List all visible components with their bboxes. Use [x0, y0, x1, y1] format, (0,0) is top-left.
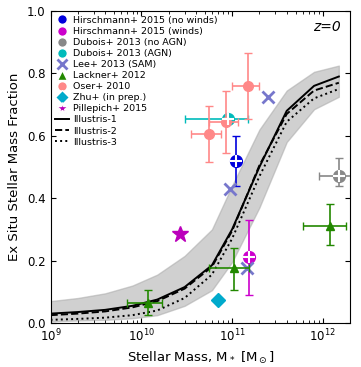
Text: z=0: z=0	[313, 20, 341, 34]
Illustris-1	[257, 165, 262, 169]
Illustris-3	[312, 96, 316, 101]
Illustris-1	[230, 227, 234, 232]
Line: Illustris-2: Illustris-2	[51, 83, 339, 315]
Y-axis label: Ex Situ Stellar Mass Fraction: Ex Situ Stellar Mass Fraction	[9, 73, 22, 261]
Illustris-1	[155, 297, 160, 302]
Illustris-2	[76, 311, 80, 316]
Illustris-2	[210, 265, 214, 269]
Illustris-3	[130, 313, 135, 317]
Illustris-3	[337, 87, 341, 91]
Illustris-2	[257, 163, 262, 168]
Illustris-1	[284, 109, 289, 113]
Illustris-2	[155, 299, 160, 303]
Illustris-3	[284, 120, 289, 124]
Illustris-3	[76, 317, 80, 321]
Illustris-2	[103, 309, 107, 314]
Illustris-1	[210, 263, 214, 268]
Line: Illustris-3: Illustris-3	[51, 89, 339, 320]
Illustris-1	[337, 74, 341, 79]
Illustris-3	[182, 296, 187, 300]
Illustris-3	[230, 236, 234, 241]
Illustris-3	[257, 174, 262, 179]
Illustris-1	[48, 311, 53, 316]
Illustris-2	[230, 229, 234, 233]
Illustris-1	[103, 308, 107, 312]
Illustris-1	[76, 310, 80, 314]
Illustris-3	[155, 308, 160, 313]
Illustris-2	[337, 80, 341, 85]
Illustris-1	[182, 285, 187, 289]
Illustris-2	[312, 88, 316, 93]
Illustris-1	[130, 304, 135, 308]
Illustris-2	[130, 305, 135, 310]
Illustris-2	[284, 112, 289, 116]
X-axis label: Stellar Mass, M$_*$ [M$_\odot$]: Stellar Mass, M$_*$ [M$_\odot$]	[127, 350, 274, 366]
Illustris-2	[48, 313, 53, 317]
Line: Illustris-1: Illustris-1	[51, 77, 339, 313]
Illustris-3	[210, 272, 214, 277]
Illustris-3	[103, 316, 107, 320]
Illustris-1	[312, 84, 316, 88]
Legend: Hirschmann+ 2015 (no winds), Hirschmann+ 2015 (winds), Dubois+ 2013 (no AGN), Du: Hirschmann+ 2015 (no winds), Hirschmann+…	[53, 14, 220, 149]
Illustris-3	[48, 317, 53, 322]
Illustris-2	[182, 286, 187, 291]
